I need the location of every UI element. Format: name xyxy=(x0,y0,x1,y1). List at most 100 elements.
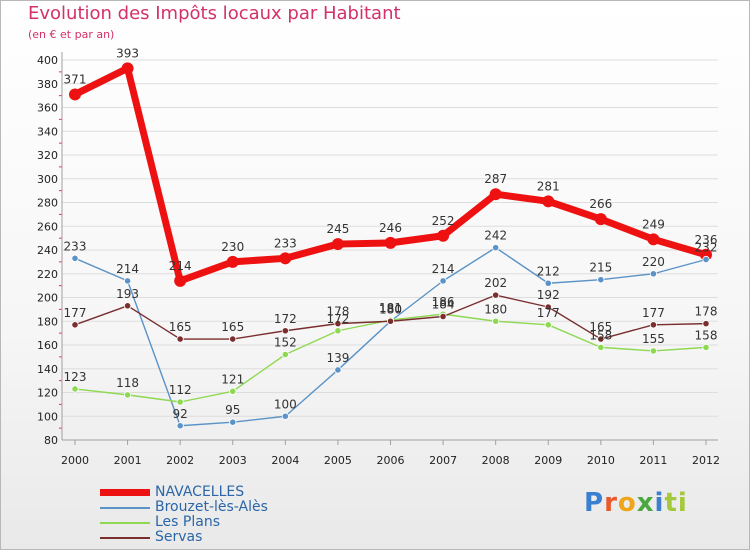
data-point xyxy=(544,321,552,329)
data-label: 181 xyxy=(379,301,402,315)
legend-label: NAVACELLES xyxy=(155,484,245,500)
data-label: 112 xyxy=(169,383,192,397)
data-label: 242 xyxy=(484,229,507,243)
legend-swatch xyxy=(100,522,150,524)
x-tick-label: 2005 xyxy=(324,454,352,467)
data-point xyxy=(121,62,134,75)
data-point xyxy=(71,254,79,262)
data-label: 236 xyxy=(695,233,718,247)
data-label: 233 xyxy=(64,239,87,253)
x-tick-label: 2002 xyxy=(166,454,194,467)
data-label: 165 xyxy=(169,320,192,334)
y-tick-label: 240 xyxy=(37,244,58,257)
proxiti-logo: Proxiti xyxy=(584,488,688,518)
y-tick-label: 120 xyxy=(37,387,58,400)
data-label: 202 xyxy=(484,276,507,290)
data-label: 212 xyxy=(537,264,560,278)
logo-letter: i xyxy=(654,488,665,518)
data-point xyxy=(386,317,395,325)
data-label: 177 xyxy=(64,306,87,320)
data-point xyxy=(123,277,132,285)
x-tick-label: 2012 xyxy=(692,454,720,467)
data-point xyxy=(594,213,607,226)
grid-layer xyxy=(62,59,718,441)
data-point xyxy=(492,291,500,299)
data-point xyxy=(649,321,658,329)
data-point xyxy=(702,255,710,264)
data-point xyxy=(281,327,289,335)
data-point xyxy=(649,347,658,355)
x-tick-label: 2000 xyxy=(61,454,89,467)
y-tick-label: 260 xyxy=(37,220,58,233)
data-point xyxy=(544,303,552,311)
legend-label: Les Plans xyxy=(155,514,220,530)
legend-swatch xyxy=(100,489,150,496)
data-point xyxy=(123,391,132,399)
y-tick-label: 200 xyxy=(37,292,58,305)
data-point xyxy=(492,244,500,252)
series-line-0 xyxy=(71,64,710,285)
data-label: 186 xyxy=(432,295,455,309)
data-label: 214 xyxy=(432,262,455,276)
x-tick-label: 2008 xyxy=(482,454,510,467)
data-point xyxy=(334,366,342,374)
series-layer xyxy=(69,62,712,430)
data-point xyxy=(384,236,397,249)
logo-letter: x xyxy=(636,488,655,518)
legend-swatch xyxy=(100,537,150,539)
data-label: 123 xyxy=(64,370,87,384)
x-tick-label: 2007 xyxy=(429,454,457,467)
data-point xyxy=(176,422,184,430)
data-point xyxy=(229,418,237,426)
y-tick-label: 300 xyxy=(37,173,58,186)
y-tick-label: 180 xyxy=(37,315,58,328)
legend-label: Brouzet-lès-Alès xyxy=(155,499,268,515)
data-label: 215 xyxy=(589,261,612,275)
y-tick-label: 360 xyxy=(37,102,58,115)
data-label: 220 xyxy=(642,255,665,269)
data-point xyxy=(331,238,344,251)
data-point xyxy=(647,233,660,246)
x-tick-label: 2003 xyxy=(219,454,247,467)
x-tick-label: 2004 xyxy=(271,454,299,467)
data-label: 245 xyxy=(326,222,349,236)
data-point xyxy=(492,317,500,325)
legend-label: Servas xyxy=(155,529,203,545)
data-point xyxy=(69,88,81,101)
data-label: 193 xyxy=(116,287,139,301)
data-label: 249 xyxy=(642,217,665,231)
y-tick-label: 80 xyxy=(44,434,58,447)
data-point xyxy=(281,350,289,359)
data-label: 252 xyxy=(432,214,455,228)
data-label: 214 xyxy=(169,259,192,273)
data-label: 95 xyxy=(225,403,240,417)
data-label: 214 xyxy=(116,262,139,276)
data-label: 121 xyxy=(221,372,244,386)
data-label: 371 xyxy=(64,72,87,86)
data-label: 100 xyxy=(274,397,297,411)
data-label: 178 xyxy=(695,305,718,319)
x-tick-label: 2011 xyxy=(639,454,667,467)
y-tick-label: 280 xyxy=(37,197,58,210)
data-label: 158 xyxy=(589,328,612,342)
data-point xyxy=(489,188,502,201)
data-label: 232 xyxy=(695,241,718,255)
data-point xyxy=(439,277,447,285)
data-label: 180 xyxy=(484,302,507,316)
logo-letter: P xyxy=(584,488,605,518)
x-tick-label: 2006 xyxy=(377,454,405,467)
data-point xyxy=(71,385,79,393)
data-label: 246 xyxy=(379,221,402,235)
data-label: 158 xyxy=(695,328,718,342)
data-point xyxy=(281,412,289,420)
x-tick-label: 2010 xyxy=(587,454,615,467)
y-tick-label: 140 xyxy=(37,363,58,376)
data-label: 165 xyxy=(589,320,612,334)
data-point xyxy=(71,321,79,329)
logo-letter: ti xyxy=(664,488,688,518)
data-label: 155 xyxy=(642,332,665,346)
data-label: 177 xyxy=(642,306,665,320)
